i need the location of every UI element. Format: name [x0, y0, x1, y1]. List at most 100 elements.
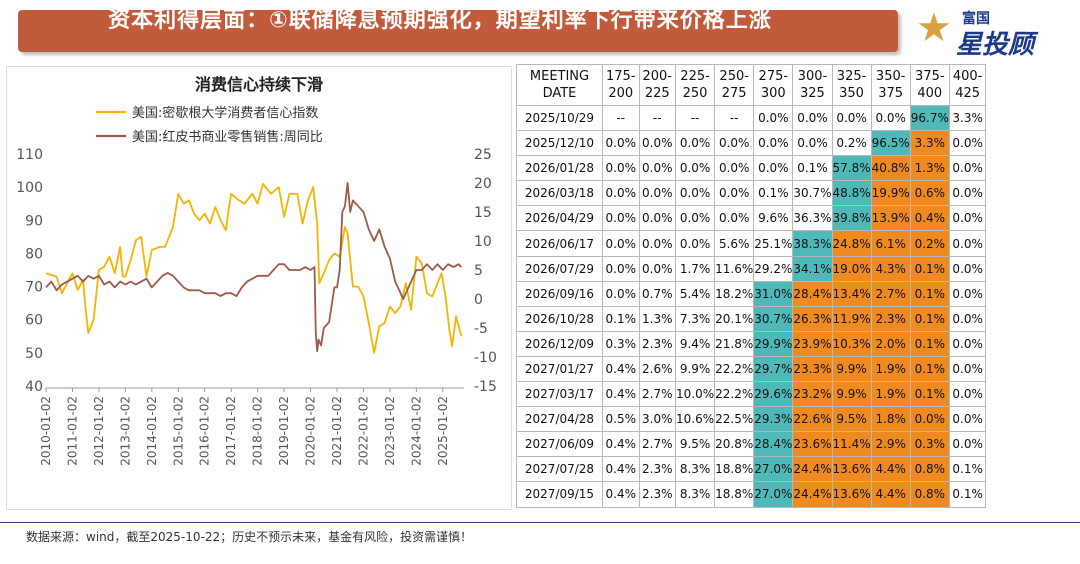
probability-cell: 0.0% [674, 180, 716, 207]
probability-cell: 10.3% [831, 330, 872, 357]
table-row: 2026/07/29 0.0% 0.0% 1.7% 11.6% 29.2% 34.1% 19.… [516, 255, 987, 282]
probability-cell: 0.4% [602, 481, 640, 508]
header-meeting-date: MEETING DATE [516, 64, 603, 106]
probability-cell: 22.2% [714, 355, 755, 383]
probability-cell: 1.7% [674, 255, 716, 282]
probability-cell: 23.6% [792, 431, 833, 458]
probability-cell: 0.4% [602, 431, 640, 458]
probability-cell: 0.0% [948, 305, 987, 332]
header-rate-range: 375- 400 [909, 64, 950, 106]
probability-cell: 30.7% [753, 305, 794, 332]
probability-cell: 29.9% [753, 330, 794, 357]
table-row: 2027/07/28 0.4% 2.3% 8.3% 18.8% 27.0% 24.4% 13.… [516, 456, 987, 483]
probability-cell: 0.0% [638, 230, 676, 257]
probability-cell: 0.1% [753, 180, 794, 207]
meeting-date-cell: 2027/03/17 [516, 381, 603, 408]
probability-cell: 0.4% [602, 381, 640, 408]
probability-cell: 0.4% [602, 355, 640, 383]
probability-cell: 0.0% [948, 355, 987, 383]
series-line-2 [45, 182, 463, 353]
probability-cell: 24.4% [792, 456, 833, 483]
table-row: 2026/01/28 0.0% 0.0% 0.0% 0.0% 0.0% 0.1% 57.8% 4… [516, 155, 987, 182]
probability-cell: 57.8% [831, 155, 872, 182]
probability-cell: 0.1% [948, 456, 987, 483]
y-right-tick-label: 5 [474, 263, 483, 279]
probability-cell: 0.0% [674, 205, 716, 232]
meeting-date-cell: 2026/03/18 [516, 180, 603, 207]
y-right-tick-label: -15 [474, 379, 497, 395]
probability-cell: 11.4% [831, 431, 872, 458]
meeting-date-cell: 2026/09/16 [516, 280, 603, 307]
probability-cell: 5.4% [674, 280, 716, 307]
x-tick-label: 2022-01-02 [356, 396, 370, 466]
probability-cell: 0.5% [602, 406, 640, 433]
probability-cell: 23.9% [792, 330, 833, 357]
probability-cell: 0.4% [602, 456, 640, 483]
probability-cell: 0.0% [870, 104, 911, 132]
probability-cell: 0.0% [948, 230, 987, 257]
probability-cell: 0.0% [674, 230, 716, 257]
y-left-tick-label: 60 [25, 313, 43, 329]
probability-cell: 0.0% [638, 255, 676, 282]
probability-cell: 0.0% [714, 205, 755, 232]
table-row: 2027/03/17 0.4% 2.7% 10.0% 22.2% 29.6% 23.2% 9.… [516, 381, 987, 408]
footer-note: 数据来源：wind，截至2025-10-22；历史不预示未来，基金有风险，投资需… [26, 530, 473, 544]
probability-cell: 0.0% [948, 330, 987, 357]
probability-cell: 10.0% [674, 381, 716, 408]
y-right-tick-label: 10 [474, 234, 492, 250]
probability-cell: 3.3% [948, 104, 987, 132]
probability-cell: 0.0% [753, 155, 794, 182]
probability-cell: 36.3% [792, 205, 833, 232]
x-tick-label: 2023-01-02 [383, 396, 397, 466]
y-right-tick-label: -5 [474, 321, 488, 337]
probability-cell: 20.1% [714, 305, 755, 332]
probability-cell: 0.1% [909, 280, 950, 307]
probability-cell: 8.3% [674, 456, 716, 483]
probability-cell: 0.0% [948, 381, 987, 408]
meeting-date-cell: 2026/07/29 [516, 255, 603, 282]
probability-cell: 0.0% [638, 130, 676, 157]
probability-cell: 6.1% [870, 230, 911, 257]
meeting-date-cell: 2026/04/29 [516, 205, 603, 232]
probability-cell: 1.3% [638, 305, 676, 332]
series-line-1 [45, 182, 463, 354]
y-left-tick-label: 70 [25, 280, 43, 296]
x-tick-label: 2024-01-02 [409, 396, 423, 466]
probability-cell: 0.0% [753, 130, 794, 157]
probability-cell: 2.3% [638, 330, 676, 357]
probability-cell: 28.4% [753, 431, 794, 458]
probability-cell: 2.3% [638, 456, 676, 483]
probability-cell: 40.8% [870, 155, 911, 182]
y-left-tick-label: 100 [16, 180, 43, 196]
y-left-tick-label: 110 [16, 147, 43, 163]
table-row: 2027/01/27 0.4% 2.6% 9.9% 22.2% 29.7% 23.3% 9.9… [516, 355, 987, 383]
probability-cell: 0.0% [948, 406, 987, 433]
probability-cell: 0.0% [602, 230, 640, 257]
x-tick-label: 2014-01-02 [145, 396, 159, 466]
probability-cell: 0.2% [909, 230, 950, 257]
probability-cell: 27.0% [753, 481, 794, 508]
probability-cell: 0.7% [638, 280, 676, 307]
meeting-date-cell: 2026/06/17 [516, 230, 603, 257]
y-left-tick-label: 90 [25, 213, 43, 229]
probability-cell: 0.4% [909, 205, 950, 232]
probability-cell: 0.0% [909, 406, 950, 433]
probability-cell: 0.0% [714, 180, 755, 207]
probability-cell: 39.8% [831, 205, 872, 232]
probability-cell: 27.0% [753, 456, 794, 483]
probability-cell: 4.3% [870, 255, 911, 282]
table-row: 2027/09/15 0.4% 2.3% 8.3% 18.8% 27.0% 24.4% 13.… [516, 481, 987, 508]
probability-cell: 0.1% [909, 305, 950, 332]
probability-cell: 0.1% [792, 155, 833, 182]
probability-cell: 0.0% [831, 104, 872, 132]
probability-cell: 4.4% [870, 456, 911, 483]
probability-cell: 28.4% [792, 280, 833, 307]
table-row: 2027/04/28 0.5% 3.0% 10.6% 22.5% 29.3% 22.6% 9.… [516, 406, 987, 433]
probability-cell: 0.0% [638, 155, 676, 182]
probability-cell: 0.0% [638, 205, 676, 232]
probability-cell: 2.7% [870, 280, 911, 307]
probability-cell: 0.1% [602, 305, 640, 332]
probability-cell: 8.3% [674, 481, 716, 508]
header-rate-range: 275- 300 [753, 64, 794, 106]
probability-cell: 9.9% [831, 381, 872, 408]
